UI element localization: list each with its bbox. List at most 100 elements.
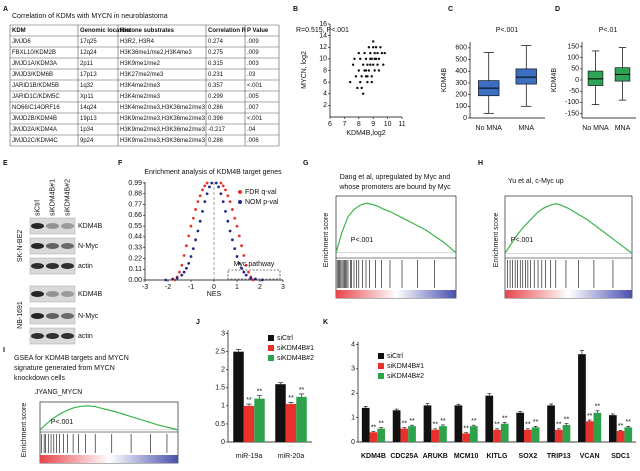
x-tick-label: MNA bbox=[518, 125, 534, 132]
panel-letter: D bbox=[555, 6, 560, 13]
bar bbox=[377, 428, 386, 442]
point bbox=[164, 278, 168, 282]
point bbox=[372, 46, 375, 49]
legend-label: siKDM4B#1 bbox=[387, 363, 424, 370]
table-cell: H3K4me2/me3 bbox=[120, 94, 161, 100]
y-tick-label: 16 bbox=[319, 21, 327, 28]
y-tick-label: 2 bbox=[351, 390, 355, 397]
panel-letter: E bbox=[3, 160, 8, 167]
point bbox=[370, 75, 373, 78]
x-axis-label: NES bbox=[207, 291, 222, 298]
legend-label: siCtrl bbox=[277, 335, 293, 342]
x-tick-label: 7 bbox=[342, 121, 346, 128]
y-axis-label: KDM4B bbox=[441, 68, 448, 92]
y-tick-label: 0.00 bbox=[128, 277, 142, 284]
point bbox=[221, 200, 225, 204]
table-cell: .03 bbox=[247, 72, 256, 78]
legend-label: FDR q-val bbox=[245, 189, 277, 196]
table-cell: JMJD2B/KDM4B bbox=[12, 116, 57, 122]
point bbox=[180, 263, 184, 267]
point bbox=[366, 63, 369, 66]
blot-band bbox=[46, 333, 59, 339]
point bbox=[360, 75, 363, 78]
significance: ** bbox=[299, 387, 305, 394]
x-tick-label: No MNA bbox=[476, 125, 503, 132]
y-tick-label: 12 bbox=[319, 44, 327, 51]
bar bbox=[585, 421, 594, 442]
point bbox=[374, 46, 378, 49]
point bbox=[228, 200, 232, 204]
table-cell: 0.357 bbox=[208, 83, 224, 89]
point bbox=[191, 216, 195, 220]
significance: ** bbox=[556, 422, 562, 429]
es-curve bbox=[39, 405, 179, 431]
y-tick-label: 600 bbox=[455, 45, 467, 52]
significance: ** bbox=[525, 422, 531, 429]
table-cell: 0.275 bbox=[208, 50, 224, 56]
x-tick-label: VCAN bbox=[580, 453, 600, 460]
blot-strip bbox=[29, 285, 76, 303]
point bbox=[180, 273, 184, 277]
band-label: N-Myc bbox=[78, 243, 99, 250]
x-tick-label: No MNA bbox=[582, 125, 609, 132]
bar bbox=[500, 423, 509, 442]
point bbox=[189, 224, 193, 228]
table-cell: FBXL10/KDM2B bbox=[12, 50, 56, 56]
point bbox=[377, 57, 381, 61]
point bbox=[373, 51, 376, 55]
point bbox=[233, 216, 237, 220]
point bbox=[201, 210, 204, 213]
point bbox=[382, 63, 385, 66]
point bbox=[370, 80, 373, 84]
bar bbox=[524, 429, 532, 442]
x-tick-label: MNA bbox=[615, 125, 631, 132]
table-cell: 19p13 bbox=[80, 116, 97, 122]
y-tick-label: 0.44 bbox=[128, 234, 142, 241]
annotation: R=0.515, P<.001 bbox=[296, 27, 349, 34]
point bbox=[247, 270, 250, 274]
table-cell: 14q24 bbox=[80, 105, 97, 111]
blot-band bbox=[31, 263, 44, 269]
y-tick-label: 0.5 bbox=[215, 421, 225, 428]
y-tick-label: 10 bbox=[319, 56, 327, 63]
x-tick-label: -1 bbox=[188, 284, 194, 291]
point bbox=[189, 255, 193, 258]
annotation-box bbox=[227, 269, 281, 280]
point bbox=[187, 234, 191, 238]
point bbox=[201, 188, 204, 192]
y-tick-label: 2 bbox=[323, 102, 327, 109]
bar bbox=[408, 426, 416, 442]
point bbox=[214, 181, 218, 185]
table-cell: -0.217 bbox=[208, 127, 226, 133]
y-tick-label: -150 bbox=[565, 110, 579, 117]
point bbox=[359, 57, 362, 61]
bar bbox=[369, 432, 378, 442]
y-tick-label: 14 bbox=[319, 32, 327, 39]
table-cell: <.001 bbox=[247, 83, 263, 89]
band-label: actin bbox=[78, 333, 93, 340]
table-cell: H3K4me2/me3,H3K36me2/me3 bbox=[120, 105, 206, 111]
point bbox=[364, 57, 368, 61]
bar bbox=[531, 427, 540, 442]
y-tick-label: 0.88 bbox=[128, 191, 142, 198]
y-tick-label: 500 bbox=[455, 56, 467, 63]
blot-band bbox=[61, 243, 74, 249]
point bbox=[360, 86, 363, 90]
y-axis-label: Enrichment score bbox=[493, 213, 500, 268]
table-cell: H3K9me2/me3,H3K36me2/me3 bbox=[120, 138, 206, 144]
blot-band bbox=[31, 313, 44, 319]
y-tick-label: 0.77 bbox=[128, 201, 142, 208]
table-cell: 0.396 bbox=[208, 116, 224, 122]
x-tick-label: SDC1 bbox=[611, 453, 630, 460]
rank-bar bbox=[40, 455, 178, 463]
y-tick-label: 4 bbox=[323, 91, 327, 98]
y-tick-label: 3 bbox=[221, 330, 225, 337]
table-cell: .007 bbox=[247, 105, 259, 111]
significance: ** bbox=[440, 418, 446, 425]
significance: ** bbox=[402, 420, 408, 427]
x-tick-label: 10 bbox=[384, 121, 392, 128]
table-cell: JARID1B/KDM5B bbox=[12, 83, 59, 89]
bar bbox=[431, 429, 440, 442]
point bbox=[240, 244, 244, 248]
point bbox=[380, 51, 384, 55]
